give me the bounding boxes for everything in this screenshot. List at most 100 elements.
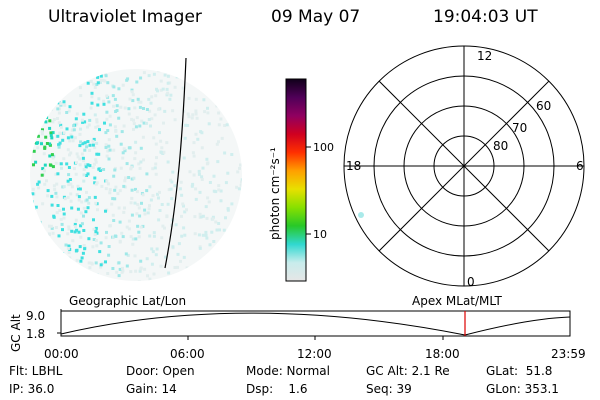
emission-pixel [78,245,82,249]
emission-pixel [166,160,170,164]
emission-pixel [99,265,103,269]
emission-pixel [36,240,40,244]
emission-pixel [73,230,77,234]
emission-pixel [173,118,177,122]
emission-pixel [148,185,152,189]
emission-pixel [52,118,56,121]
emission-pixel [31,192,35,196]
emission-pixel [157,218,161,222]
emission-pixel [145,189,149,193]
emission-pixel [203,110,207,114]
emission-pixel [65,280,69,281]
emission-pixel [47,69,51,73]
emission-pixel [135,212,139,216]
emission-pixel [55,195,59,199]
lat-label-80: 80 [493,139,508,153]
emission-pixel [218,228,221,232]
emission-pixel [42,70,46,74]
emission-pixel [226,171,230,175]
emission-pixel [214,190,218,194]
xtick-label-1200: 12:00 [297,347,332,361]
mlt-label-0: 0 [467,275,475,289]
emission-pixel [129,165,133,169]
emission-pixel [75,248,79,252]
emission-pixel [159,88,163,92]
emission-pixel [173,85,177,89]
colorbar: 100 10 photon cm⁻²s⁻¹ [268,78,334,282]
emission-pixel [223,151,227,155]
emission-pixel [240,178,242,182]
emission-pixel [64,243,68,247]
emission-pixel [51,120,55,124]
emission-pixel [85,74,89,78]
emission-pixel [236,170,240,174]
emission-pixel [37,180,41,184]
emission-pixel [195,116,199,120]
emission-pixel [97,97,101,101]
emission-pixel [92,137,96,141]
emission-pixel [55,182,59,186]
emission-pixel [160,146,164,150]
emission-pixel [46,194,50,198]
emission-pixel [30,255,34,259]
emission-pixel [58,260,62,264]
emission-pixel [128,97,132,101]
emission-pixel [185,266,189,270]
emission-pixel [161,224,165,228]
emission-pixel [222,258,226,262]
emission-pixel [50,226,54,230]
emission-pixel [52,215,56,219]
emission-pixel [200,175,204,179]
emission-pixel [136,203,140,207]
emission-pixel [206,111,210,115]
emission-pixel [137,162,141,166]
emission-pixel [105,94,109,98]
emission-pixel [107,245,111,248]
emission-pixel [134,269,138,273]
emission-pixel [143,212,147,216]
polar-diagonal-2 [378,80,550,252]
emission-pixel [115,109,119,112]
emission-pixel [33,232,37,236]
emission-pixel [93,113,97,117]
emission-pixel [179,71,183,75]
emission-pixel [62,207,65,211]
emission-pixel [147,207,151,211]
emission-pixel [76,155,80,159]
emission-pixel [198,79,202,83]
emission-pixel [93,181,97,185]
emission-pixel [94,261,98,265]
emission-pixel [46,259,50,263]
emission-pixel [113,125,117,129]
emission-pixel [58,209,62,212]
emission-pixel [32,236,36,240]
emission-pixel [93,233,97,237]
emission-pixel [86,172,90,176]
emission-pixel [95,273,99,277]
emission-pixel [86,125,89,129]
emission-pixel [105,117,109,121]
colorbar-tick-label-100: 100 [313,141,334,154]
emission-pixel [40,142,43,146]
emission-pixel [41,274,44,277]
emission-pixel [94,160,98,164]
emission-pixel [86,271,90,275]
filter-status: Flt: LBHL [9,364,63,378]
emission-pixel [173,184,177,188]
emission-pixel [182,226,186,230]
emission-pixel [78,144,82,148]
emission-pixel [115,104,119,108]
emission-pixel [74,172,78,176]
emission-pixel [194,112,198,116]
emission-pixel [72,124,76,128]
emission-pixel [95,244,99,248]
emission-pixel [205,157,209,161]
emission-pixel [47,73,51,77]
emission-pixel [33,75,36,79]
emission-pixel [129,201,133,205]
emission-pixel [43,97,47,101]
emission-pixel [211,217,215,221]
emission-pixel [125,225,129,229]
emission-pixel [92,82,96,86]
